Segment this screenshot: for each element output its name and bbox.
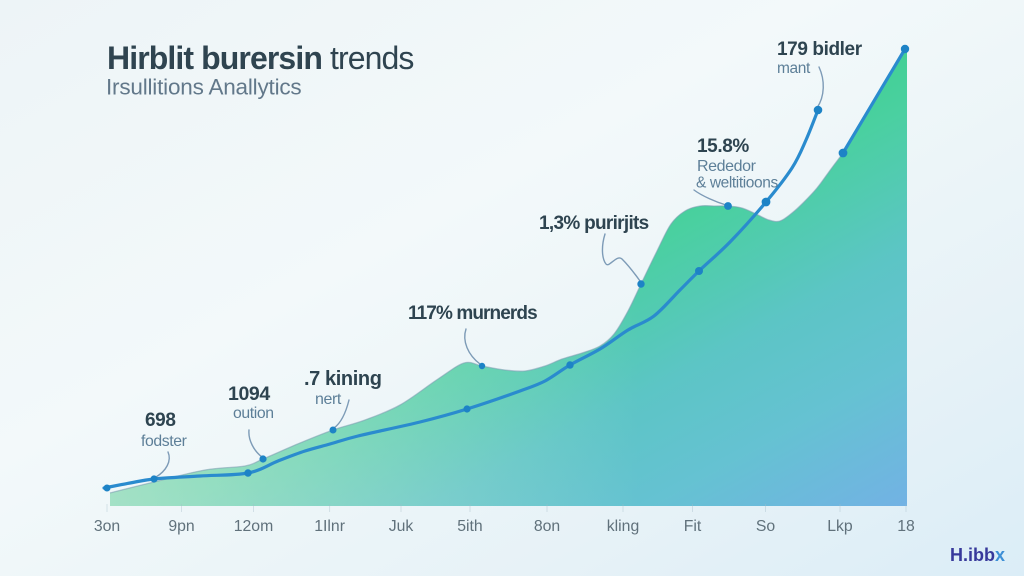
svg-text:Irsullitions Anallytics: Irsullitions Anallytics	[106, 75, 301, 100]
svg-text:5ith: 5ith	[457, 518, 482, 535]
svg-text:179 bidler: 179 bidler	[777, 39, 863, 60]
svg-text:kling: kling	[607, 518, 640, 535]
svg-text:H.ibbx: H.ibbx	[950, 545, 1005, 565]
svg-text:1094: 1094	[228, 383, 270, 405]
svg-text:12om: 12om	[234, 518, 274, 535]
svg-text:15.8%: 15.8%	[697, 136, 749, 157]
svg-text:.7 kining: .7 kining	[304, 368, 382, 390]
svg-text:Fit: Fit	[684, 518, 702, 535]
svg-text:698: 698	[145, 410, 176, 431]
svg-text:9pn: 9pn	[168, 518, 194, 535]
svg-text:Juk: Juk	[389, 518, 414, 535]
svg-text:Hirblit burersin trends: Hirblit burersin trends	[107, 40, 414, 76]
svg-text:1,3% purirjits: 1,3% purirjits	[539, 213, 649, 234]
svg-text:& weltitioons: & weltitioons	[696, 175, 778, 192]
svg-text:1Ilnr: 1Ilnr	[314, 518, 345, 535]
svg-text:Rededor: Rededor	[697, 158, 757, 175]
svg-text:So: So	[756, 518, 776, 535]
svg-text:mant: mant	[777, 60, 811, 77]
svg-text:8on: 8on	[534, 518, 560, 535]
svg-text:Lkp: Lkp	[827, 518, 853, 535]
svg-text:fodster: fodster	[141, 433, 187, 450]
svg-text:oution: oution	[233, 405, 274, 422]
svg-text:3on: 3on	[94, 518, 120, 535]
svg-text:nert: nert	[315, 391, 342, 408]
svg-text:117% murnerds: 117% murnerds	[408, 303, 537, 324]
svg-text:18: 18	[897, 518, 915, 535]
